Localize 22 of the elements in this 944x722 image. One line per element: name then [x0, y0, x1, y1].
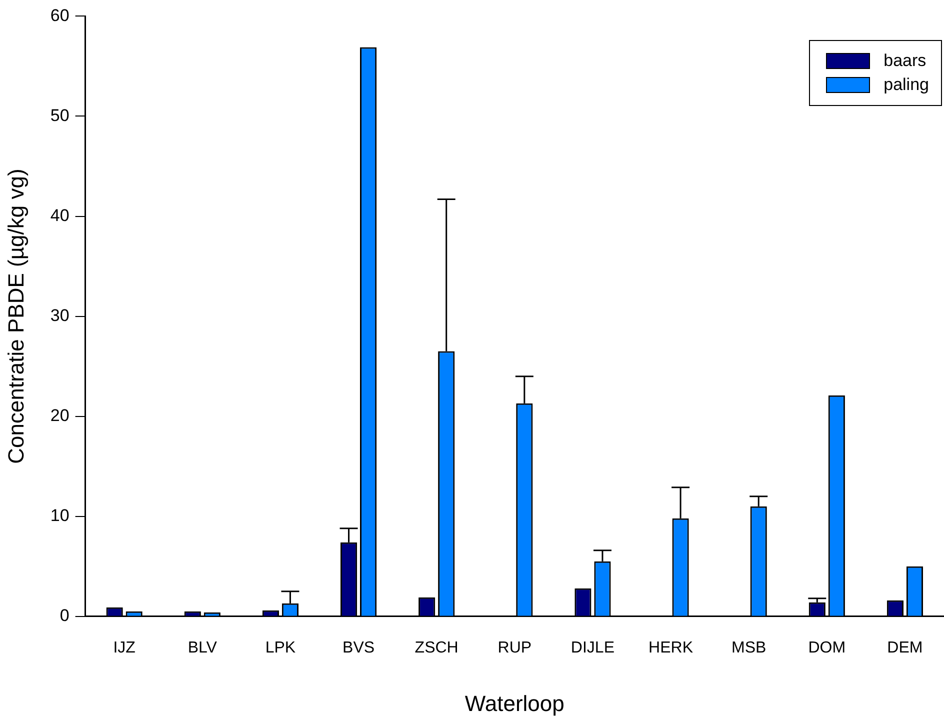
x-tick-label: RUP — [498, 639, 532, 656]
y-tick-label: 10 — [50, 506, 70, 526]
y-tick-label: 40 — [50, 206, 70, 225]
legend-label: paling — [884, 75, 929, 95]
x-tick-label: BLV — [188, 639, 218, 656]
legend-label: baars — [884, 51, 926, 71]
y-tick-label: 50 — [50, 106, 70, 125]
x-tick-label: LPK — [265, 639, 296, 656]
y-tick-label: 30 — [50, 306, 70, 325]
y-tick-label: 0 — [60, 606, 70, 626]
x-axis-title: Waterloop — [464, 690, 564, 716]
x-tick-label: DEM — [887, 639, 923, 656]
y-tick-label: 60 — [50, 6, 70, 25]
x-tick-label: ZSCH — [414, 639, 458, 656]
x-tick-label: BVS — [342, 639, 375, 656]
x-tick-label: IJZ — [113, 639, 136, 656]
x-tick-label: DIJLE — [570, 639, 615, 656]
y-tick-label: 20 — [50, 406, 70, 426]
x-tick-label: DOM — [808, 639, 846, 656]
x-tick-label: MSB — [732, 639, 766, 656]
x-tick-label: HERK — [648, 639, 694, 656]
y-axis-title: Concentratie PBDE (µg/kg vg) — [3, 168, 28, 464]
